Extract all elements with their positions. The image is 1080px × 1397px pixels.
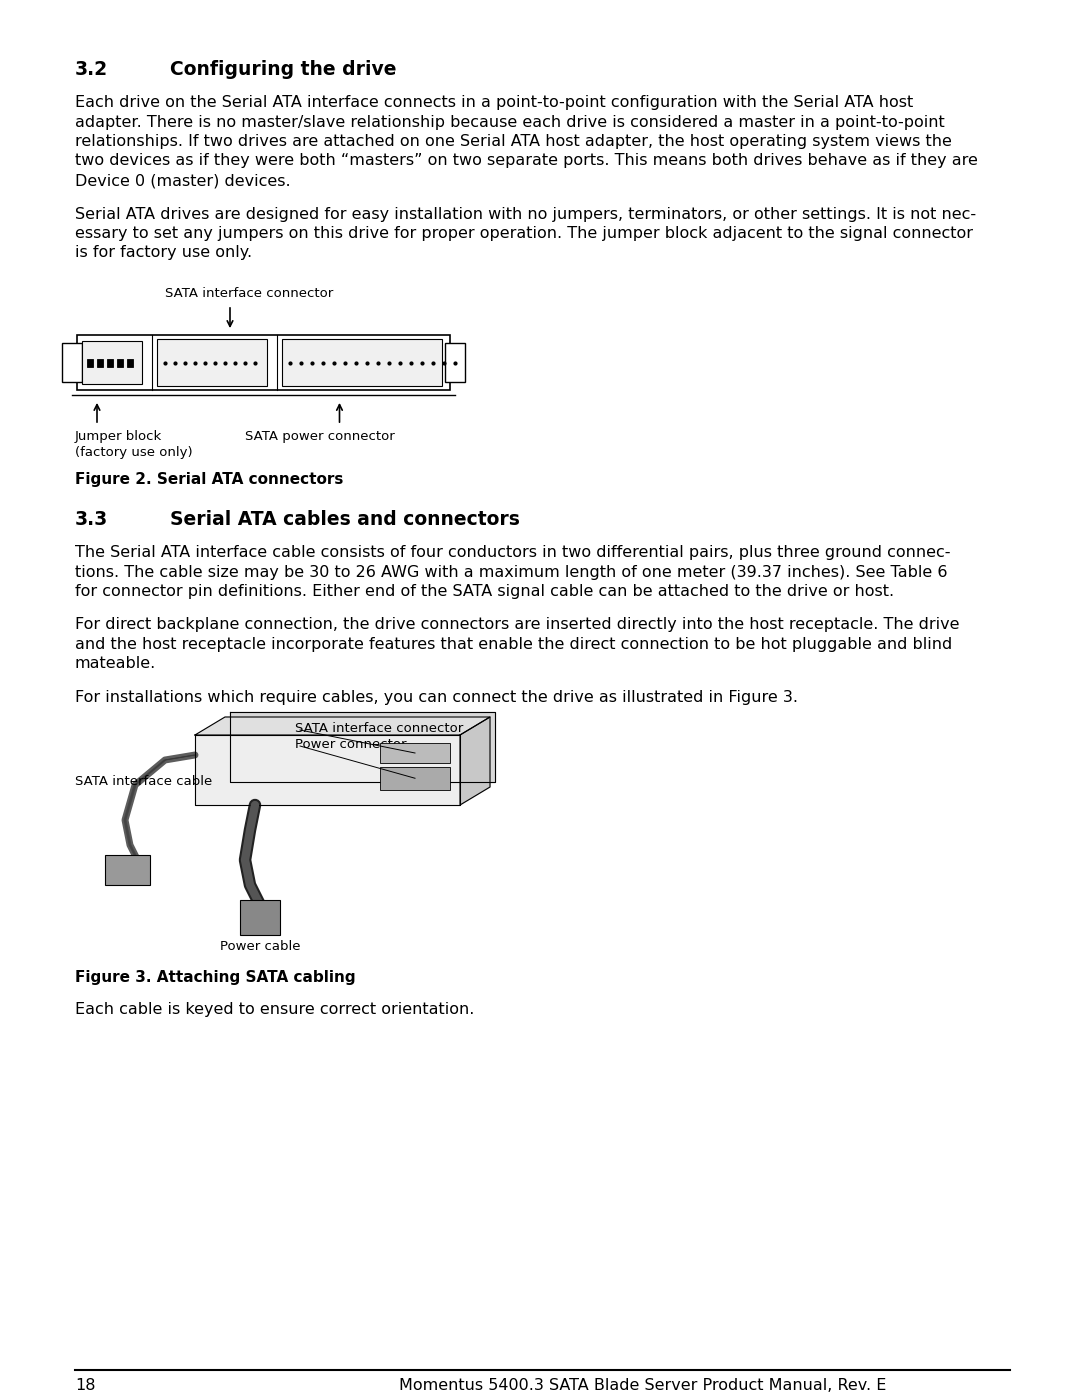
Text: Jumper block: Jumper block <box>75 430 162 443</box>
Text: Momentus 5400.3 SATA Blade Server Product Manual, Rev. E: Momentus 5400.3 SATA Blade Server Produc… <box>399 1377 887 1393</box>
Polygon shape <box>460 717 490 805</box>
Bar <box>97 359 103 366</box>
Text: adapter. There is no master/slave relationship because each drive is considered : adapter. There is no master/slave relati… <box>75 115 945 130</box>
Text: for connector pin definitions. Either end of the SATA signal cable can be attach: for connector pin definitions. Either en… <box>75 584 894 599</box>
Text: Configuring the drive: Configuring the drive <box>170 60 396 80</box>
Text: mateable.: mateable. <box>75 657 157 672</box>
Text: Serial ATA drives are designed for easy installation with no jumpers, terminator: Serial ATA drives are designed for easy … <box>75 207 976 222</box>
Bar <box>62 344 82 381</box>
Text: 3.3: 3.3 <box>75 510 108 529</box>
Polygon shape <box>195 717 490 735</box>
Text: Device 0 (master) devices.: Device 0 (master) devices. <box>75 173 291 189</box>
Text: two devices as if they were both “masters” on two separate ports. This means bot: two devices as if they were both “master… <box>75 154 977 169</box>
Text: (factory use only): (factory use only) <box>75 446 192 460</box>
Bar <box>77 335 450 390</box>
Text: 18: 18 <box>75 1377 95 1393</box>
Text: Power connector: Power connector <box>295 738 406 752</box>
Bar <box>127 359 133 366</box>
Text: Power cable: Power cable <box>220 940 300 953</box>
Text: Each drive on the Serial ATA interface connects in a point-to-point configuratio: Each drive on the Serial ATA interface c… <box>75 95 914 110</box>
Bar <box>82 341 141 384</box>
Bar <box>107 359 113 366</box>
Polygon shape <box>195 735 460 805</box>
Text: and the host receptacle incorporate features that enable the direct connection t: and the host receptacle incorporate feat… <box>75 637 953 652</box>
Bar <box>282 339 442 386</box>
Text: relationships. If two drives are attached on one Serial ATA host adapter, the ho: relationships. If two drives are attache… <box>75 134 951 149</box>
Text: SATA interface connector: SATA interface connector <box>165 286 334 300</box>
Text: SATA interface cable: SATA interface cable <box>75 775 213 788</box>
Text: Figure 3. Attaching SATA cabling: Figure 3. Attaching SATA cabling <box>75 970 355 985</box>
Text: Each cable is keyed to ensure correct orientation.: Each cable is keyed to ensure correct or… <box>75 1002 474 1017</box>
Text: Figure 2. Serial ATA connectors: Figure 2. Serial ATA connectors <box>75 472 343 488</box>
Bar <box>240 900 280 935</box>
Text: 3.2: 3.2 <box>75 60 108 80</box>
Text: SATA interface connector: SATA interface connector <box>295 722 463 735</box>
Text: essary to set any jumpers on this drive for proper operation. The jumper block a: essary to set any jumpers on this drive … <box>75 226 973 242</box>
Text: is for factory use only.: is for factory use only. <box>75 246 252 260</box>
Bar <box>445 344 465 381</box>
Bar <box>380 767 450 789</box>
Text: For direct backplane connection, the drive connectors are inserted directly into: For direct backplane connection, the dri… <box>75 617 959 633</box>
Bar <box>117 359 123 366</box>
Bar <box>87 359 93 366</box>
Polygon shape <box>230 712 495 782</box>
Bar <box>157 339 267 386</box>
Bar <box>380 743 450 763</box>
Text: SATA power connector: SATA power connector <box>245 430 395 443</box>
Text: tions. The cable size may be 30 to 26 AWG with a maximum length of one meter (39: tions. The cable size may be 30 to 26 AW… <box>75 564 947 580</box>
Bar <box>105 855 150 886</box>
Text: Serial ATA cables and connectors: Serial ATA cables and connectors <box>170 510 519 529</box>
Text: The Serial ATA interface cable consists of four conductors in two differential p: The Serial ATA interface cable consists … <box>75 545 950 560</box>
Text: For installations which require cables, you can connect the drive as illustrated: For installations which require cables, … <box>75 690 798 705</box>
